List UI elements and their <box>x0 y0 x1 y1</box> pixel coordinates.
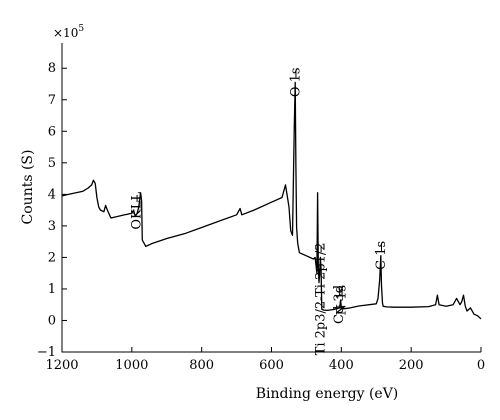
y-multiplier-base: ×10 <box>53 26 78 40</box>
x-tick-label: 0 <box>477 358 485 373</box>
y-axis-label: Counts (S) <box>20 150 36 225</box>
y-tick-label: 8 <box>48 61 56 76</box>
peak-label: Cd 3d <box>332 285 347 324</box>
y-tick-label: 4 <box>48 187 56 202</box>
x-tick-label: 200 <box>399 358 424 373</box>
x-axis-label: Binding energy (eV) <box>256 386 399 402</box>
series-layer <box>61 81 482 320</box>
x-tick-label: 600 <box>259 358 284 373</box>
y-tick-label: −1 <box>37 345 56 360</box>
y-tick-label: 1 <box>48 282 56 297</box>
peak-label: OKLL <box>130 192 145 230</box>
peak-label: O 1s <box>288 67 303 97</box>
y-tick-label: 6 <box>48 124 56 139</box>
spectrum-line <box>61 81 482 320</box>
axes <box>61 43 481 353</box>
annotations: O 1s OKLL Ti 2p3/2-Ti 2p1/2 Cd 3dN 1s C 1s <box>130 67 389 355</box>
ticks: 1200 1000 800 600 400 200 0 −1 0 1 2 3 4 5 6 7 8 <box>37 61 485 373</box>
y-tick-label: 3 <box>48 219 56 234</box>
peak-label: C 1s <box>374 241 389 270</box>
y-tick-label: 2 <box>48 250 56 265</box>
peak-label: N 1s <box>335 285 350 315</box>
y-tick-label: 0 <box>48 313 56 328</box>
peak-label: Ti 2p3/2-Ti 2p1/2 <box>314 242 329 355</box>
y-multiplier-label: ×105 <box>53 24 84 40</box>
x-tick-label: 1200 <box>45 358 78 373</box>
y-multiplier-exponent: 5 <box>78 24 84 34</box>
x-tick-label: 400 <box>329 358 354 373</box>
y-tick-label: 7 <box>48 93 56 108</box>
y-tick-label: 5 <box>48 156 56 171</box>
axis-frame <box>61 43 481 353</box>
x-tick-label: 1000 <box>115 358 148 373</box>
x-tick-label: 800 <box>189 358 214 373</box>
